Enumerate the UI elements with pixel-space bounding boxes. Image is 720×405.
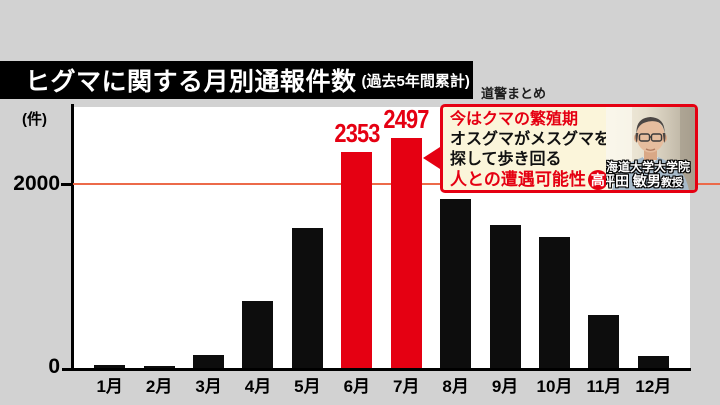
y-axis-unit-label: (件) (22, 111, 47, 128)
x-tick-label-month-4: 4月 (244, 377, 272, 396)
bar-slot-month-11 (579, 107, 628, 368)
data-source-note: 道警まとめ (481, 86, 547, 101)
bar-month-5 (291, 228, 323, 368)
bar-month-8 (440, 199, 472, 368)
y-tick-mark-2000 (61, 183, 71, 186)
bar-value-label-month-7: 2497 (383, 104, 430, 134)
x-tick-label-month-7: 7月 (393, 377, 420, 396)
expert-title: 教授 (660, 177, 683, 189)
bar-month-10 (539, 237, 570, 368)
callout-line-male-bears: オスグマがメスグマを (450, 131, 611, 148)
x-tick-label-month-6: 6月 (343, 377, 371, 396)
x-tick-label-month-5: 5月 (294, 377, 321, 396)
bar-month-12 (637, 356, 669, 368)
bar-month-9 (489, 225, 521, 368)
expert-photo: 北海道大学大学院 坪田 敏男教授 (606, 107, 695, 190)
x-axis-line (71, 368, 691, 371)
page-title: ヒグマに関する月別通報件数 (25, 68, 357, 96)
x-tick-label-month-2: 2月 (145, 377, 173, 396)
expert-name: 坪田 敏男教授 (606, 173, 683, 189)
x-tick-label-month-12: 12月 (635, 377, 672, 396)
y-tick-mark-0 (62, 368, 71, 371)
bar-slot-month-6: 2353 (332, 107, 381, 368)
callout-line-roaming: 探して歩き回る (450, 151, 562, 168)
bar-month-3 (193, 355, 225, 368)
callout-text: 今はクマの繁殖期 オスグマがメスグマを 探して歩き回る 人との遭遇可能性 高 (450, 110, 610, 190)
bar-value-label-month-6: 2353 (334, 118, 380, 148)
callout-arrow-icon (423, 147, 440, 169)
y-tick-label-0: 0 (48, 355, 60, 378)
page-subtitle: (過去5年間累計) (361, 72, 470, 90)
expert-caption: 北海道大学大学院 坪田 敏男教授 (606, 160, 695, 190)
bar-month-11 (588, 315, 620, 368)
bar-month-1 (94, 365, 126, 368)
y-axis-line (71, 104, 74, 371)
y-tick-label-2000: 2000 (13, 172, 60, 195)
bar-slot-month-5 (283, 107, 332, 368)
bar-slot-month-4 (233, 107, 282, 368)
x-tick-label-month-3: 3月 (195, 377, 222, 396)
bar-month-4 (242, 301, 274, 368)
x-tick-label-month-10: 10月 (536, 377, 573, 396)
high-risk-badge: 高 (587, 170, 608, 190)
bar-slot-month-1 (85, 107, 134, 368)
expert-affiliation: 北海道大学大学院 (606, 160, 690, 174)
expert-callout-box: 今はクマの繁殖期 オスグマがメスグマを 探して歩き回る 人との遭遇可能性 高 (440, 104, 698, 193)
bar-slot-month-8 (431, 107, 480, 368)
bar-slot-month-7: 2497 (382, 104, 431, 368)
callout-line-breeding-season: 今はクマの繁殖期 (450, 111, 579, 128)
callout-line-encounter-risk: 人との遭遇可能性 高 (450, 170, 610, 190)
expert-portrait-illustration (606, 107, 695, 190)
bar-month-7 (390, 138, 422, 368)
bar-slot-month-12 (629, 107, 678, 368)
bar-slot-month-3 (184, 107, 233, 368)
bar-slot-month-2 (134, 107, 183, 368)
x-tick-label-month-11: 11月 (586, 377, 622, 396)
x-tick-label-month-9: 9月 (491, 377, 519, 396)
bar-slot-month-9 (480, 107, 529, 368)
bar-slot-month-10 (530, 107, 579, 368)
x-tick-label-month-1: 1月 (96, 377, 123, 396)
x-axis-labels: 1月 2月 3月 4月 5月 6月 7月 8月 9月 10月 11月 12月 (73, 372, 690, 396)
bars-container: 2353 2497 (73, 104, 690, 368)
title-bar: ヒグマに関する月別通報件数 (過去5年間累計) (0, 61, 473, 99)
bar-month-6 (341, 152, 373, 368)
x-tick-label-month-8: 8月 (442, 377, 469, 396)
bar-month-2 (143, 366, 175, 368)
